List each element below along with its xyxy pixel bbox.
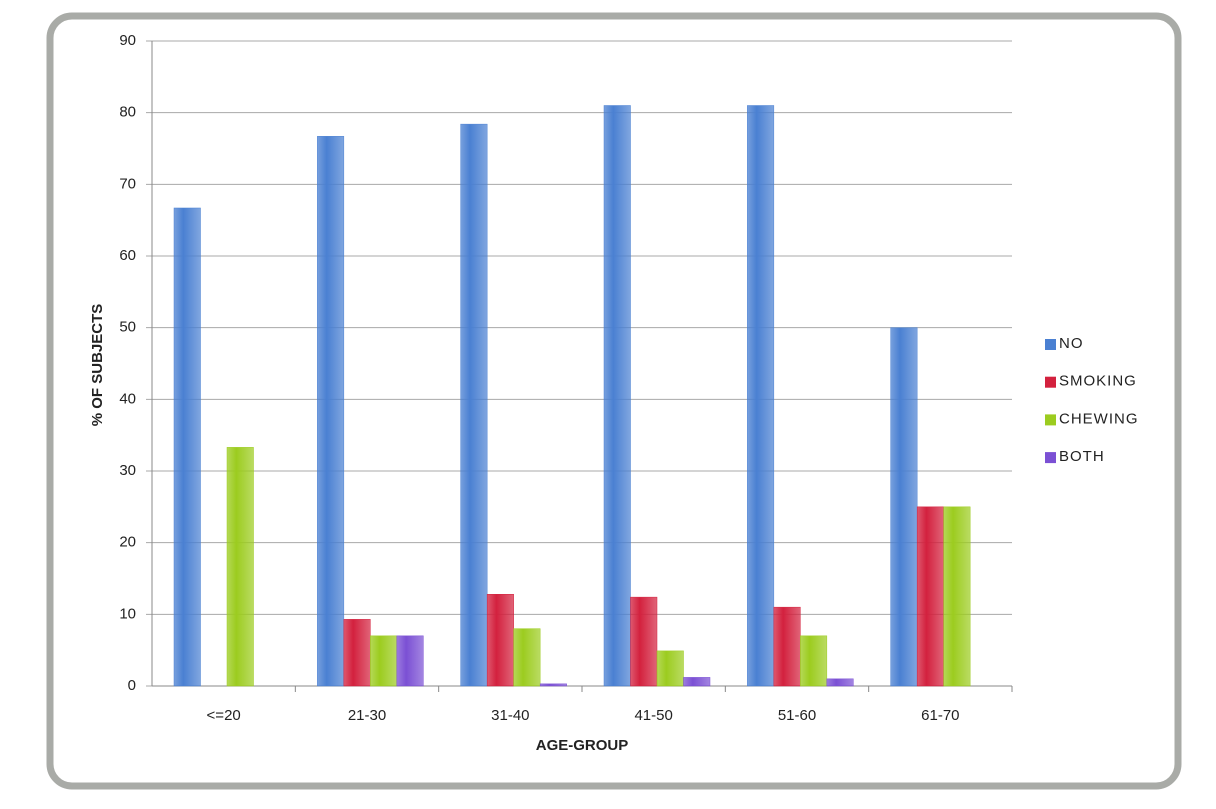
y-tick-label: 50 [119, 319, 136, 336]
bar [800, 635, 828, 687]
y-tick-label: 70 [119, 175, 136, 192]
y-tick-label: 40 [119, 390, 136, 407]
bar [370, 635, 398, 687]
x-tick-label: <=20 [207, 707, 241, 724]
x-tick-label: 41-50 [634, 707, 672, 724]
x-axis-title: AGE-GROUP [536, 737, 629, 754]
y-tick-label: 30 [119, 462, 136, 479]
bar [226, 447, 254, 687]
x-tick-label: 21-30 [348, 707, 386, 724]
bar [916, 506, 944, 687]
bar [826, 678, 854, 687]
x-tick-label: 61-70 [921, 707, 959, 724]
bar [747, 105, 775, 687]
legend-label: BOTH [1059, 448, 1105, 465]
bar [513, 628, 541, 687]
legend-swatch [1045, 339, 1056, 350]
y-tick-label: 90 [119, 32, 136, 49]
x-tick-label: 31-40 [491, 707, 529, 724]
bar [773, 606, 801, 687]
legend-label: CHEWING [1059, 410, 1139, 427]
bar [630, 596, 658, 687]
legend-swatch [1045, 452, 1056, 464]
y-tick-label: 0 [128, 677, 136, 694]
legend-swatch [1045, 414, 1056, 426]
bar [460, 123, 488, 687]
y-tick-label: 80 [119, 104, 136, 121]
y-tick-label: 20 [119, 534, 136, 551]
y-tick-label: 60 [119, 247, 136, 264]
legend-swatch [1045, 376, 1056, 388]
bar [683, 677, 711, 687]
legend-label: SMOKING [1059, 373, 1137, 390]
bar [396, 635, 424, 687]
bar [890, 327, 918, 687]
x-tick-label: 51-60 [778, 707, 816, 724]
y-axis-title: % OF SUBJECTS [89, 304, 106, 427]
bar [943, 506, 971, 687]
bar [603, 105, 631, 687]
bar [539, 683, 567, 687]
bar [656, 650, 684, 687]
y-tick-label: 10 [119, 605, 136, 622]
bar [486, 594, 514, 687]
legend-label: NO [1059, 335, 1084, 352]
bar [317, 136, 345, 687]
bar [173, 207, 201, 687]
bar [343, 619, 371, 687]
